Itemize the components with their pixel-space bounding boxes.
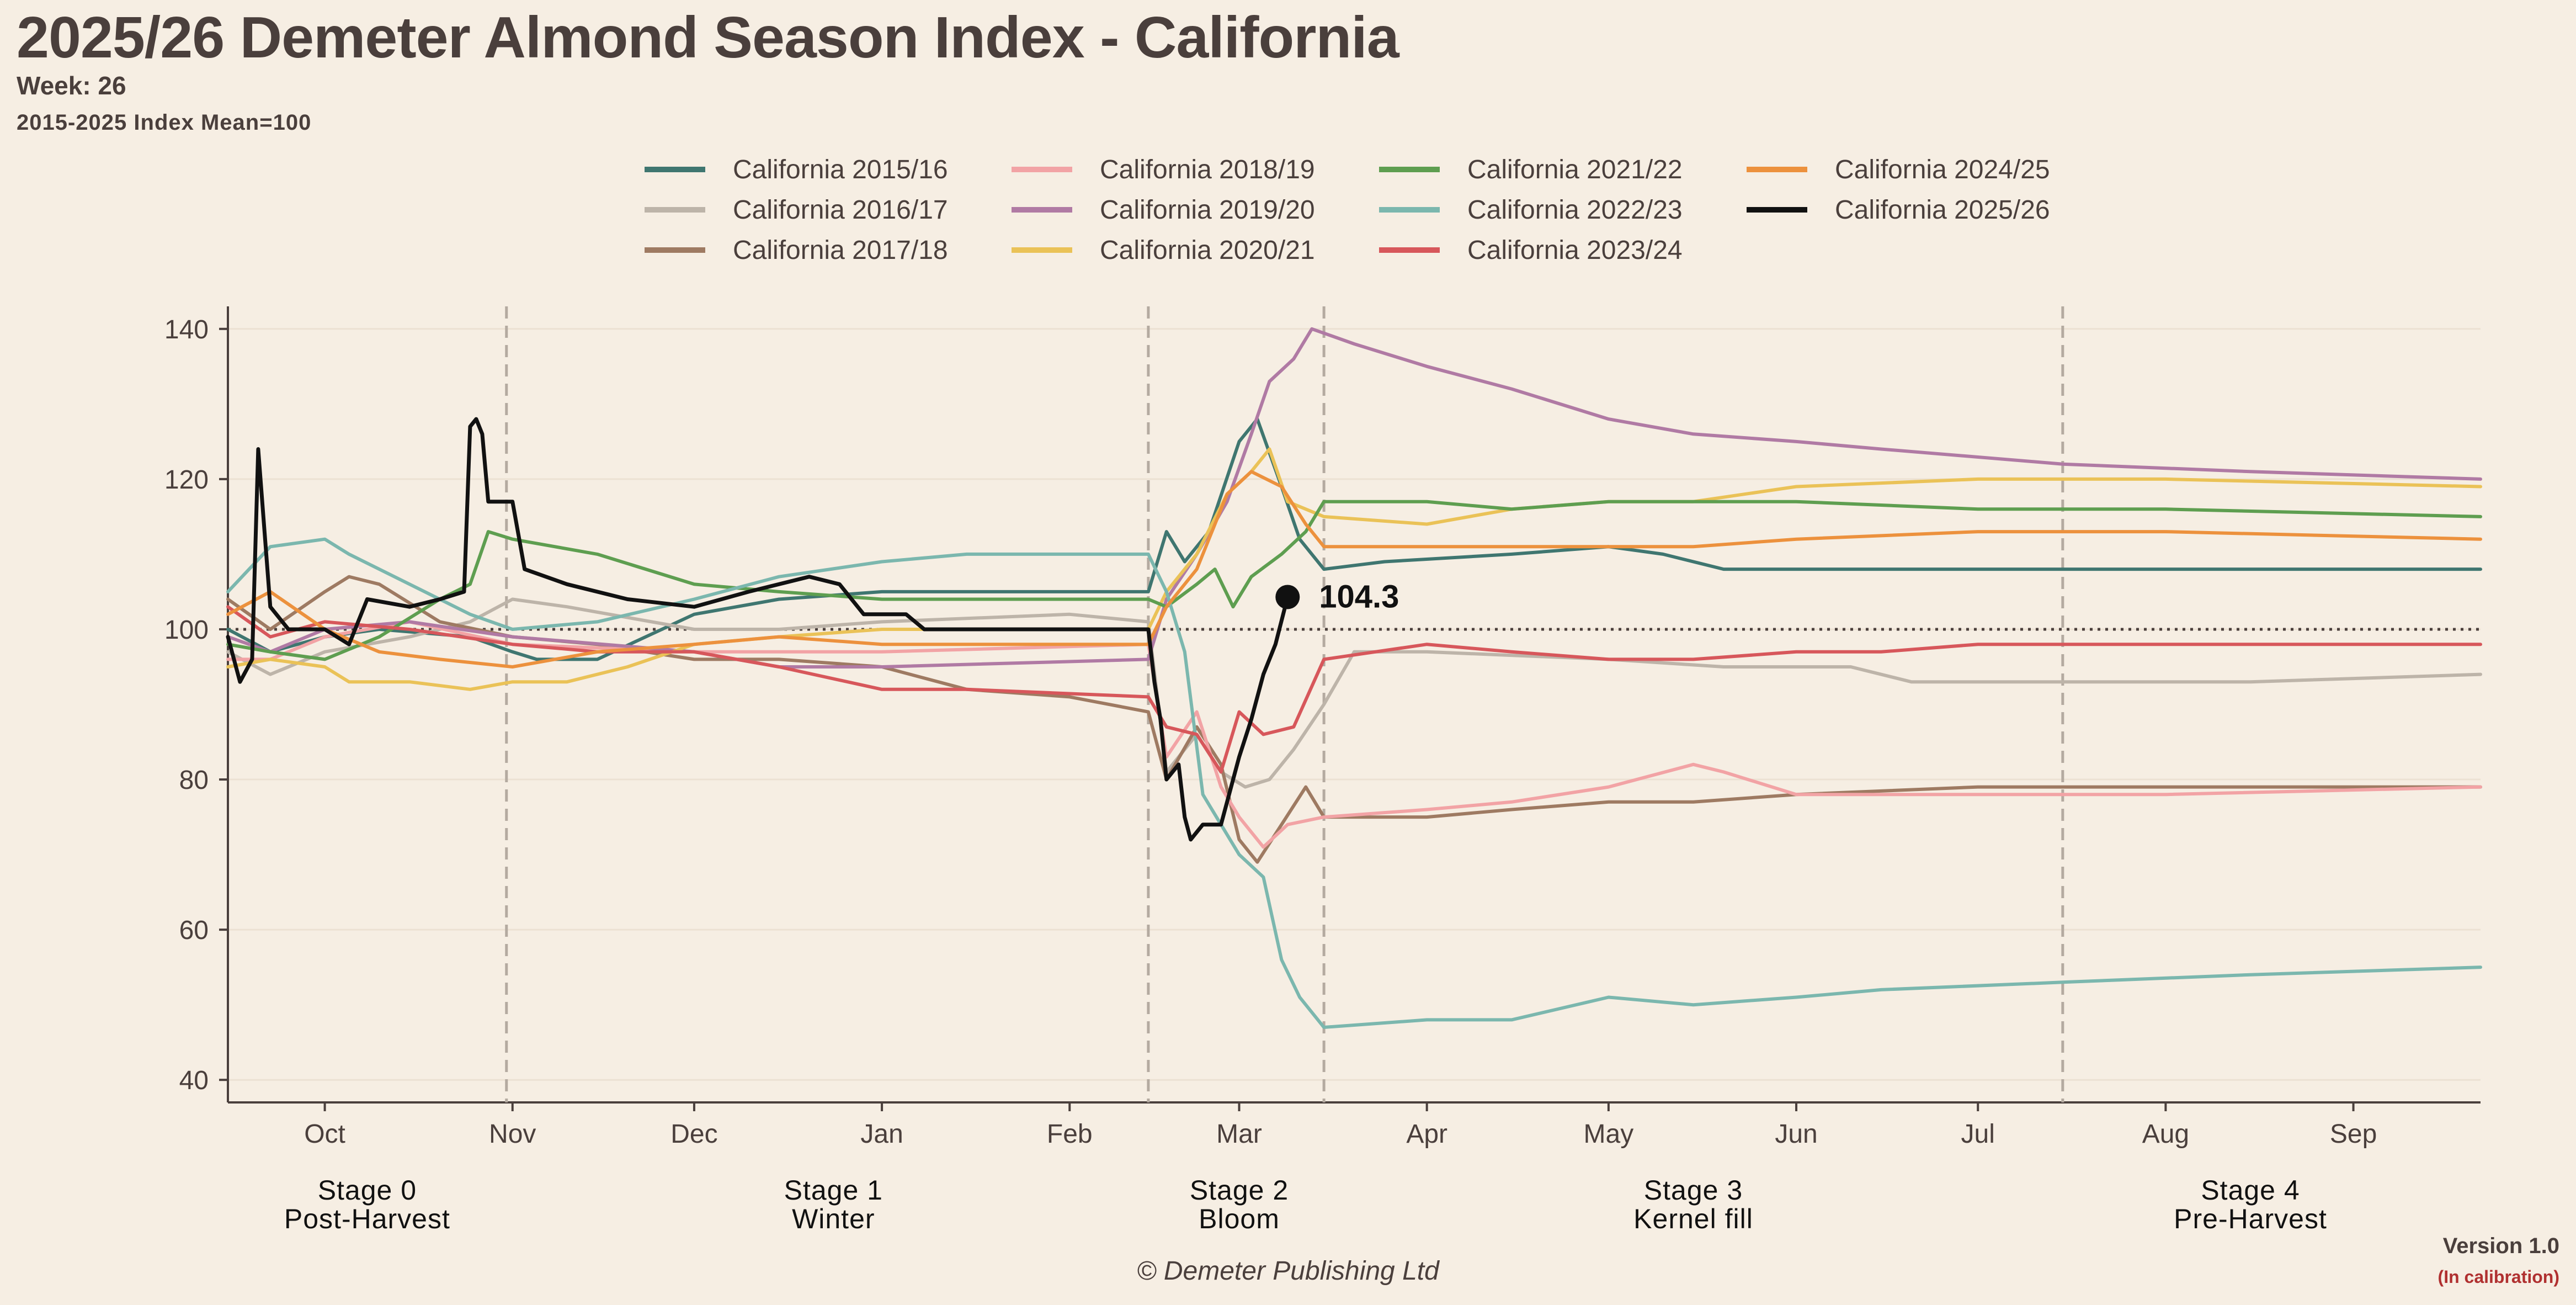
legend-swatch (1379, 167, 1440, 172)
legend-item: California 2022/23 (1379, 190, 1683, 229)
legend-item: California 2015/16 (645, 150, 948, 189)
current-value-label: 104.3 (1319, 579, 1399, 614)
legend-swatch (645, 247, 705, 253)
calibration-status: (In calibration) (2437, 1267, 2559, 1287)
legend-label: California 2020/21 (1100, 235, 1315, 265)
legend-label: California 2024/25 (1835, 155, 2050, 184)
legend-swatch (645, 207, 705, 213)
stage-description: Kernel fill (1633, 1203, 1753, 1234)
legend-item: California 2019/20 (1012, 190, 1315, 229)
stage-name: Stage 1 (784, 1175, 883, 1206)
legend-item: California 2018/19 (1012, 150, 1315, 189)
x-tick-label: Sep (2330, 1120, 2377, 1149)
series-line-california-2025-26 (226, 417, 1290, 842)
version-label: Version 1.0 (2442, 1234, 2559, 1258)
stage-description: Winter (792, 1203, 875, 1234)
legend-item: California 2023/24 (1379, 231, 1683, 269)
stage-description: Post-Harvest (284, 1203, 450, 1234)
current-point-marker (1275, 585, 1300, 609)
stage-label: Stage 0 Post-Harvest (201, 1176, 533, 1233)
y-tick-label: 140 (164, 315, 209, 344)
series-line-california-2021-22 (226, 500, 2482, 661)
y-tick-label: 60 (179, 916, 209, 945)
x-tick-label: Nov (489, 1120, 536, 1149)
week-label: Week: 26 (17, 71, 126, 100)
stage-label: Stage 1 Winter (668, 1176, 999, 1233)
y-tick-label: 80 (179, 766, 209, 795)
legend-label: California 2019/20 (1100, 195, 1315, 225)
x-tick-label: Mar (1216, 1120, 1262, 1149)
legend-swatch (1012, 207, 1072, 213)
legend-label: California 2025/26 (1835, 195, 2050, 225)
y-tick-label: 40 (179, 1066, 209, 1095)
legend-item: California 2024/25 (1747, 150, 2050, 189)
legend-item: California 2025/26 (1747, 190, 2050, 229)
stage-name: Stage 2 (1189, 1175, 1289, 1206)
legend-swatch (1012, 247, 1072, 253)
legend-label: California 2018/19 (1100, 155, 1315, 184)
x-tick-label: Aug (2142, 1120, 2189, 1149)
legend-swatch (1747, 167, 1807, 172)
stage-name: Stage 0 (317, 1175, 417, 1206)
stage-label: Stage 3 Kernel fill (1527, 1176, 1859, 1233)
x-tick-label: Jun (1775, 1120, 1817, 1149)
legend-swatch (1012, 167, 1072, 172)
legend-label: California 2016/17 (733, 195, 948, 225)
series-line-california-2019-20 (226, 327, 2482, 669)
legend-label: California 2015/16 (733, 155, 948, 184)
legend-item: California 2020/21 (1012, 231, 1315, 269)
x-tick-label: Jan (860, 1120, 903, 1149)
x-tick-label: Apr (1406, 1120, 1447, 1149)
y-tick-label: 120 (164, 465, 209, 495)
legend-label: California 2022/23 (1467, 195, 1683, 225)
index-mean-note: 2015-2025 Index Mean=100 (17, 110, 312, 135)
legend-item: California 2016/17 (645, 190, 948, 229)
legend-swatch (1379, 207, 1440, 213)
legend-item: California 2021/22 (1379, 150, 1683, 189)
legend-label: California 2021/22 (1467, 155, 1683, 184)
series-line-california-2024-25 (226, 470, 2482, 669)
stage-label: Stage 4 Pre-Harvest (2085, 1176, 2416, 1233)
x-tick-label: Feb (1047, 1120, 1093, 1149)
x-tick-label: May (1584, 1120, 1634, 1149)
series-line-california-2017-18 (226, 575, 2482, 864)
series-line-california-2022-23 (226, 537, 2482, 1029)
series-line-california-2015-16 (226, 417, 2482, 661)
legend-swatch (645, 167, 705, 172)
x-tick-label: Jul (1961, 1120, 1995, 1149)
copyright: © Demeter Publishing Ltd (1137, 1256, 1439, 1286)
chart-title: 2025/26 Demeter Almond Season Index - Ca… (17, 5, 1399, 70)
legend-item: California 2017/18 (645, 231, 948, 269)
series-line-california-2016-17 (226, 597, 2482, 789)
stage-name: Stage 4 (2201, 1175, 2300, 1206)
series-line-california-2023-24 (226, 605, 2482, 774)
stage-name: Stage 3 (1643, 1175, 1743, 1206)
x-tick-label: Oct (304, 1120, 345, 1149)
legend-swatch (1379, 247, 1440, 253)
stage-description: Pre-Harvest (2174, 1203, 2327, 1234)
stage-label: Stage 2 Bloom (1074, 1176, 1405, 1233)
y-tick-label: 100 (164, 616, 209, 645)
legend-swatch (1747, 207, 1807, 213)
legend-label: California 2023/24 (1467, 235, 1683, 265)
stage-description: Bloom (1199, 1203, 1280, 1234)
x-tick-label: Dec (670, 1120, 717, 1149)
legend-label: California 2017/18 (733, 235, 948, 265)
